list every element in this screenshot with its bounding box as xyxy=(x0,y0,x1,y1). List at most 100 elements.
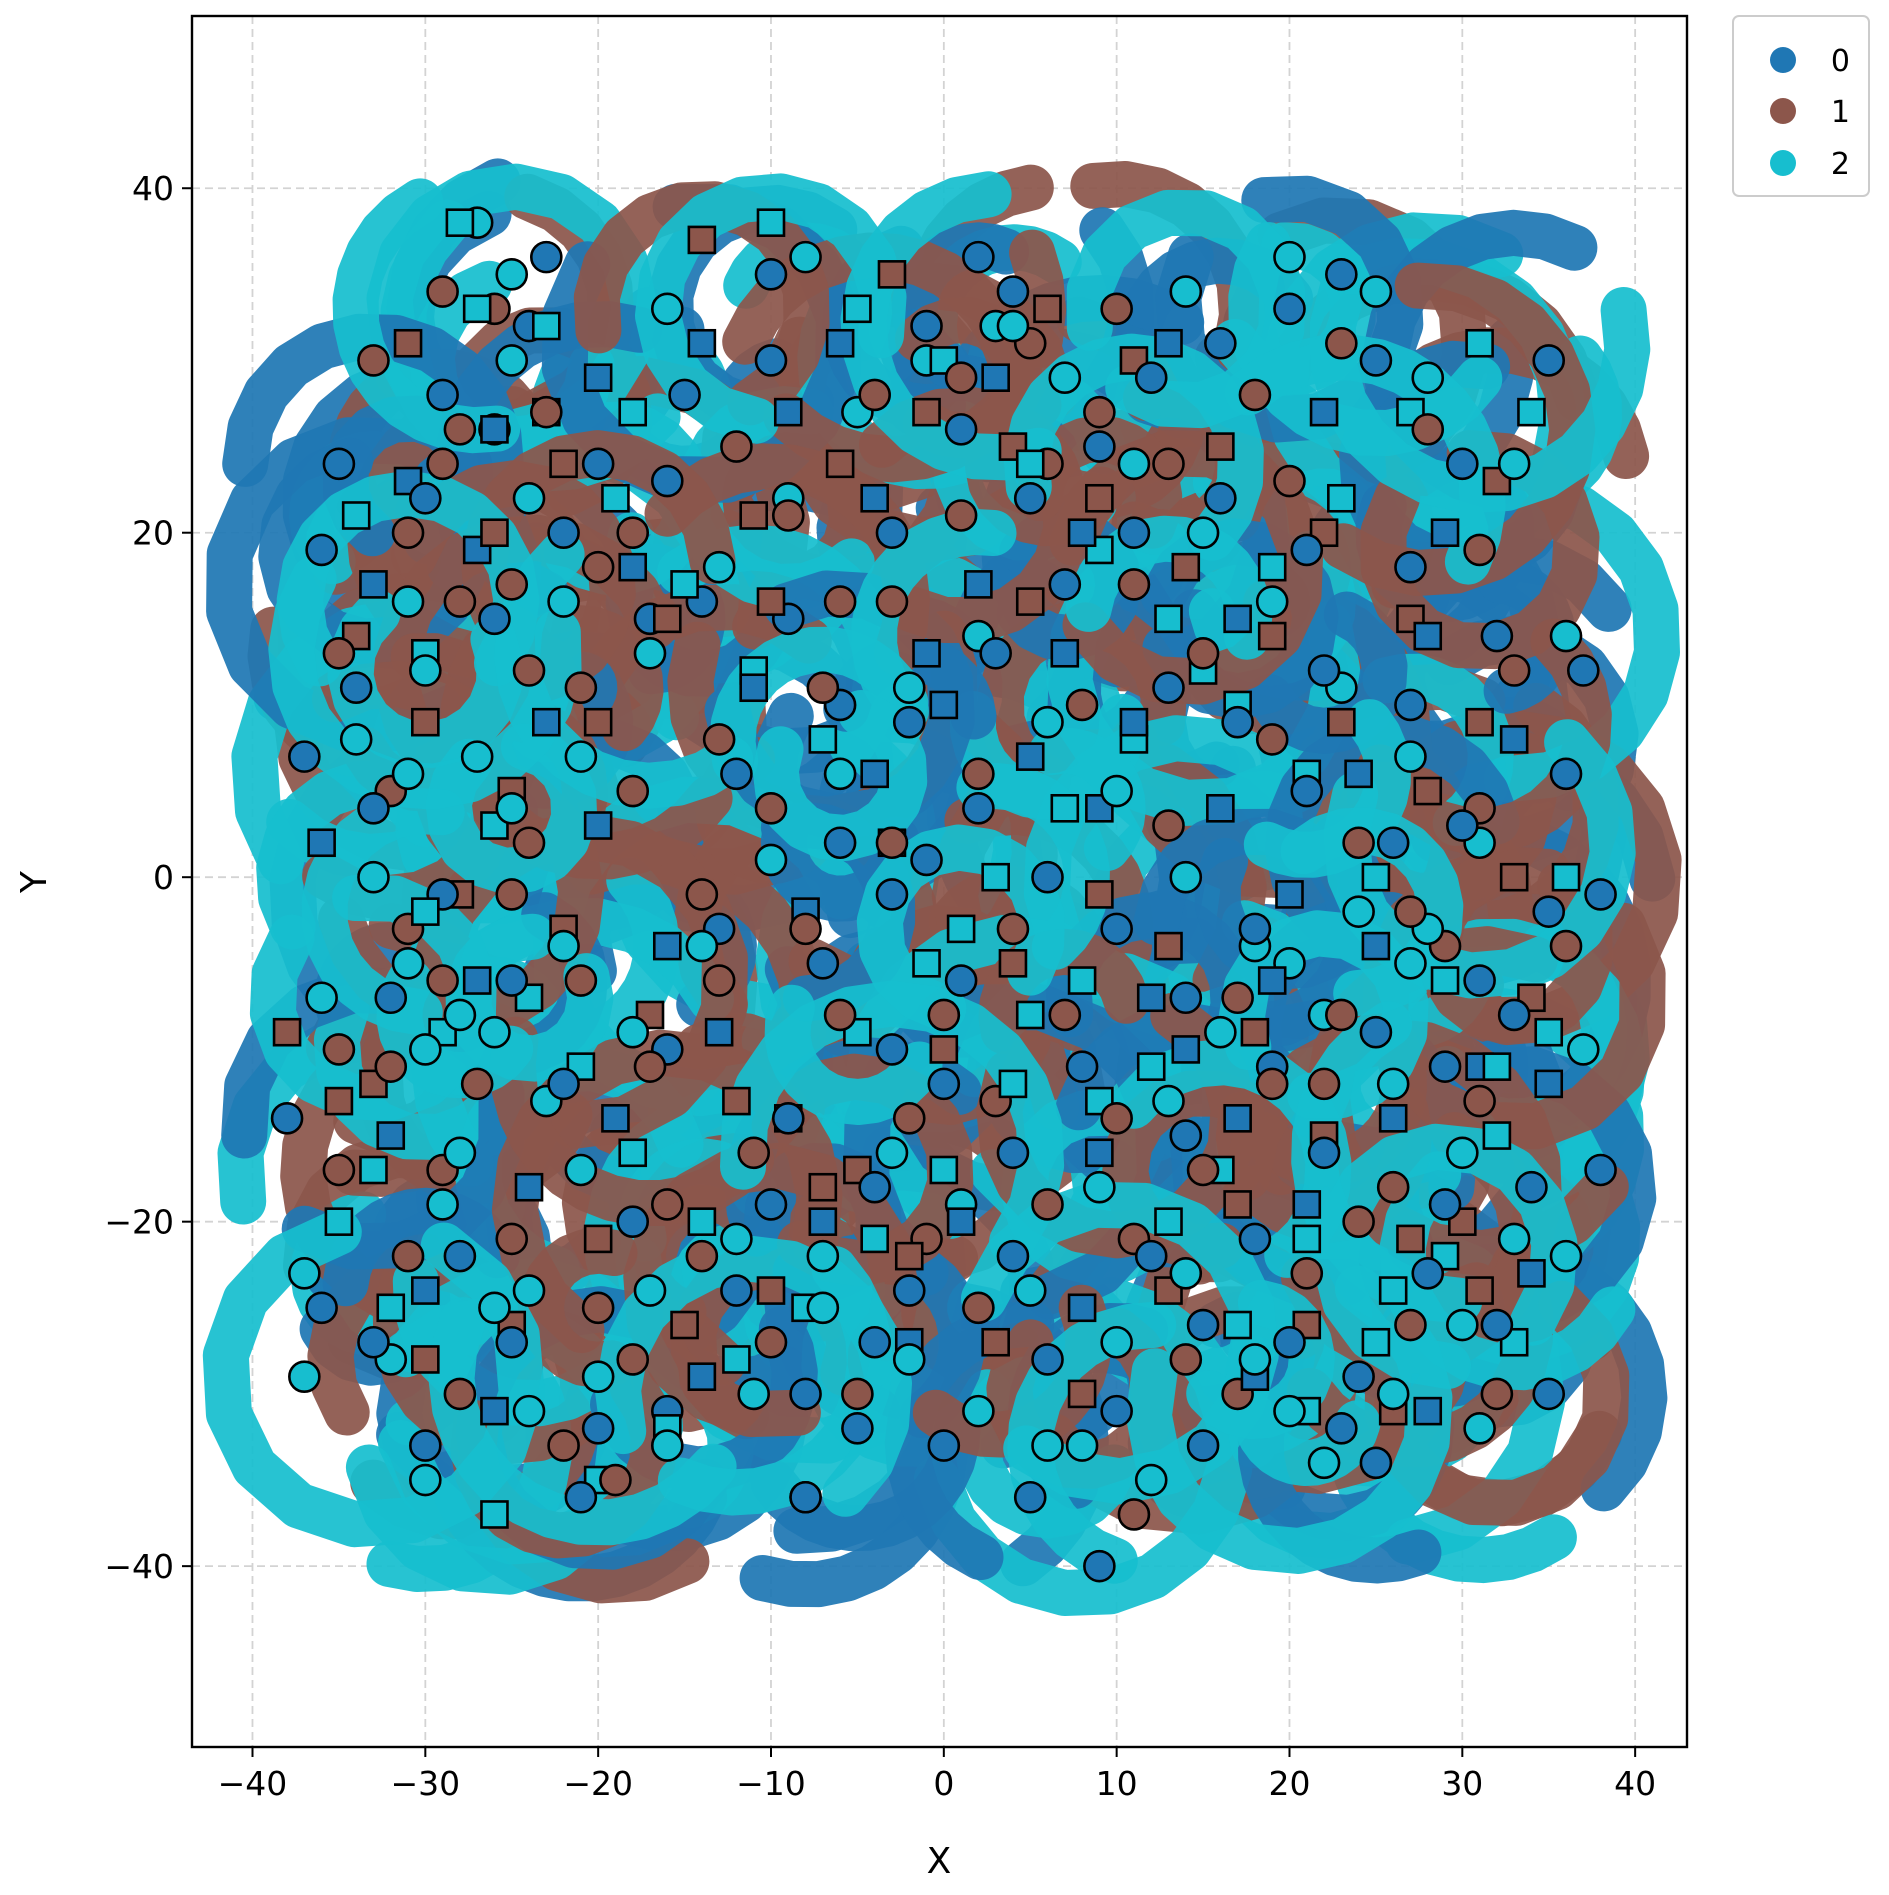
point-series-2-95 xyxy=(288,1257,321,1290)
point-series-1-39 xyxy=(564,671,598,705)
point-series-0-61 xyxy=(1532,895,1566,928)
point-series-0-26 xyxy=(754,344,788,377)
legend-marker-0 xyxy=(1770,47,1796,73)
point-series-1-8 xyxy=(460,1067,494,1101)
point-series-0-104 xyxy=(564,1480,598,1514)
point-series-0-108 xyxy=(1359,1446,1393,1480)
square-series-2-39 xyxy=(618,397,648,427)
point-series-1-43 xyxy=(616,516,650,550)
square-series-2-36 xyxy=(601,483,630,513)
square-series-1-0 xyxy=(393,328,423,358)
point-series-1-30 xyxy=(1186,636,1220,670)
point-series-1-3 xyxy=(443,585,477,618)
point-series-0-19 xyxy=(754,1188,788,1221)
point-series-2-58 xyxy=(1446,1308,1479,1342)
point-series-0-59 xyxy=(1359,1015,1393,1049)
square-series-0-15 xyxy=(1223,1104,1252,1133)
legend-label-1: 1 xyxy=(1831,95,1850,130)
square-series-0-20 xyxy=(1361,931,1391,961)
point-series-2-98 xyxy=(1134,1463,1168,1497)
point-series-0-78 xyxy=(1446,447,1479,481)
point-series-1-11 xyxy=(443,1377,477,1411)
point-series-2-85 xyxy=(1411,361,1445,395)
square-series-2-68 xyxy=(411,897,440,926)
square-series-2-19 xyxy=(1465,328,1494,358)
point-series-0-71 xyxy=(892,705,926,739)
square-series-0-39 xyxy=(1413,1396,1443,1426)
square-series-1-26 xyxy=(912,397,941,427)
square-series-2-5 xyxy=(514,983,544,1013)
square-series-2-66 xyxy=(324,1207,354,1236)
point-series-0-77 xyxy=(1394,550,1427,584)
square-series-1-45 xyxy=(1465,707,1494,737)
square-series-1-7 xyxy=(583,1224,613,1254)
point-series-0-115 xyxy=(962,240,995,274)
point-series-1-88 xyxy=(1307,1067,1341,1101)
point-series-0-5 xyxy=(547,516,580,550)
point-series-2-84 xyxy=(1359,275,1393,308)
point-series-0-70 xyxy=(962,791,995,825)
point-series-1-16 xyxy=(841,1377,874,1411)
point-series-2-29 xyxy=(1394,740,1427,773)
square-series-1-47 xyxy=(1309,518,1339,548)
point-series-0-1 xyxy=(426,378,459,412)
point-series-1-31 xyxy=(1117,568,1151,601)
square-series-2-52 xyxy=(1378,1276,1408,1305)
point-series-1-34 xyxy=(875,585,909,618)
point-series-1-33 xyxy=(944,499,978,532)
point-series-0-73 xyxy=(1048,568,1082,601)
point-series-2-88 xyxy=(1567,1033,1600,1066)
marker-layer xyxy=(270,206,1617,1583)
point-series-2-74 xyxy=(357,860,390,894)
square-series-0-16 xyxy=(1292,1190,1322,1219)
square-series-0-6 xyxy=(514,1172,544,1202)
point-series-0-86 xyxy=(875,516,909,550)
square-series-0-31 xyxy=(359,570,388,599)
trail-series-2-2-0 xyxy=(1323,719,1636,999)
square-series-0-48 xyxy=(739,673,769,703)
point-series-1-55 xyxy=(1497,654,1531,687)
square-series-1-43 xyxy=(1448,1207,1477,1236)
axis-ticks: −40 −30 −20 −10 0 10 20 30 40 −40 −20 0 20 40 xyxy=(104,169,1656,1803)
square-series-0-14 xyxy=(1136,983,1166,1013)
point-series-2-76 xyxy=(339,723,373,756)
square-series-0-59 xyxy=(652,931,682,961)
x-tick-label-0: −40 xyxy=(218,1764,288,1803)
point-series-2-96 xyxy=(305,981,338,1015)
point-series-2-12 xyxy=(288,1360,321,1393)
point-series-2-41 xyxy=(564,740,598,773)
point-series-0-40 xyxy=(996,1239,1030,1273)
point-series-0-119 xyxy=(910,843,943,877)
point-series-0-34 xyxy=(875,1033,909,1066)
point-series-1-94 xyxy=(1100,292,1133,326)
point-series-0-60 xyxy=(1463,964,1496,997)
point-series-0-118 xyxy=(944,964,978,997)
point-series-2-65 xyxy=(962,1394,995,1428)
point-series-1-95 xyxy=(1480,1377,1514,1411)
point-series-1-21 xyxy=(1169,1343,1203,1376)
point-series-0-106 xyxy=(1013,1480,1047,1514)
point-series-0-45 xyxy=(1100,1394,1133,1428)
square-series-1-8 xyxy=(670,1310,699,1340)
square-series-0-42 xyxy=(1430,518,1460,548)
square-series-1-55 xyxy=(324,1086,354,1116)
square-series-2-49 xyxy=(1430,966,1460,995)
point-series-2-8 xyxy=(478,1015,511,1049)
square-series-1-51 xyxy=(877,260,907,289)
trail-series-2-2-30 xyxy=(595,1235,912,1517)
point-series-0-82 xyxy=(1134,361,1168,395)
trail-series-0-2-12 xyxy=(884,1300,1055,1581)
point-series-0-110 xyxy=(1584,1153,1617,1187)
square-series-2-48 xyxy=(1361,862,1391,892)
square-series-0-37 xyxy=(1067,1293,1097,1323)
square-series-0-23 xyxy=(1119,707,1149,737)
point-series-1-9 xyxy=(322,1153,356,1187)
point-series-0-47 xyxy=(1134,1239,1168,1273)
point-series-0-14 xyxy=(443,1239,477,1273)
point-series-0-88 xyxy=(996,275,1030,308)
point-series-2-83 xyxy=(1273,240,1306,274)
square-series-2-55 xyxy=(1136,1052,1166,1081)
square-series-0-55 xyxy=(1413,621,1443,651)
point-series-0-93 xyxy=(1394,688,1427,722)
point-series-1-79 xyxy=(962,757,995,791)
